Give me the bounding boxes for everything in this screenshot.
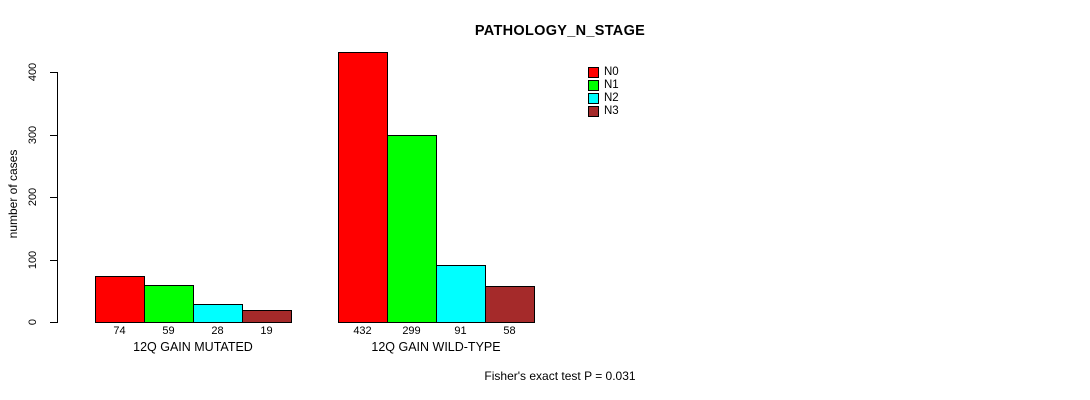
bar-n0-group1 [95, 276, 145, 323]
y-tick-label: 200 [27, 187, 39, 207]
legend-label: N0 [604, 66, 619, 78]
y-tick [50, 197, 57, 198]
bar-n2-group2 [436, 265, 486, 323]
legend-swatch [588, 106, 599, 117]
bar-n2-group1 [193, 304, 243, 323]
legend-swatch [588, 93, 599, 104]
legend-label: N1 [604, 79, 619, 91]
y-tick-label: 100 [27, 250, 39, 269]
bar-value-label: 19 [260, 325, 273, 337]
category-label: 12Q GAIN WILD-TYPE [371, 340, 501, 354]
y-tick-label: 300 [27, 125, 39, 144]
y-tick [50, 134, 57, 136]
bar-n3-group1 [242, 310, 292, 323]
bar-n1-group2 [387, 135, 437, 323]
y-tick [50, 322, 57, 323]
bar-value-label: 299 [402, 325, 421, 337]
legend-swatch [588, 80, 599, 91]
bar-value-label: 59 [162, 325, 175, 337]
bar-value-label: 432 [353, 325, 372, 337]
chart-title: PATHOLOGY_N_STAGE [474, 23, 646, 39]
legend-label: N3 [604, 105, 619, 117]
bar-n0-group2 [338, 52, 388, 323]
y-tick-label: 0 [27, 318, 39, 326]
bar-value-label: 74 [113, 325, 126, 337]
legend-label: N2 [604, 92, 619, 104]
y-axis-line [57, 72, 58, 323]
y-tick-label: 400 [27, 62, 39, 82]
legend-swatch [588, 67, 599, 78]
bar-n1-group1 [144, 285, 194, 323]
y-axis-label: number of cases [6, 149, 20, 239]
y-tick [50, 259, 57, 261]
category-label: 12Q GAIN MUTATED [133, 340, 253, 354]
bar-value-label: 91 [454, 325, 467, 337]
annotation-text: Fisher's exact test P = 0.031 [484, 369, 636, 383]
y-tick [50, 72, 57, 73]
bar-n3-group2 [485, 286, 535, 323]
bar-value-label: 58 [503, 325, 516, 337]
bar-value-label: 28 [211, 325, 224, 337]
